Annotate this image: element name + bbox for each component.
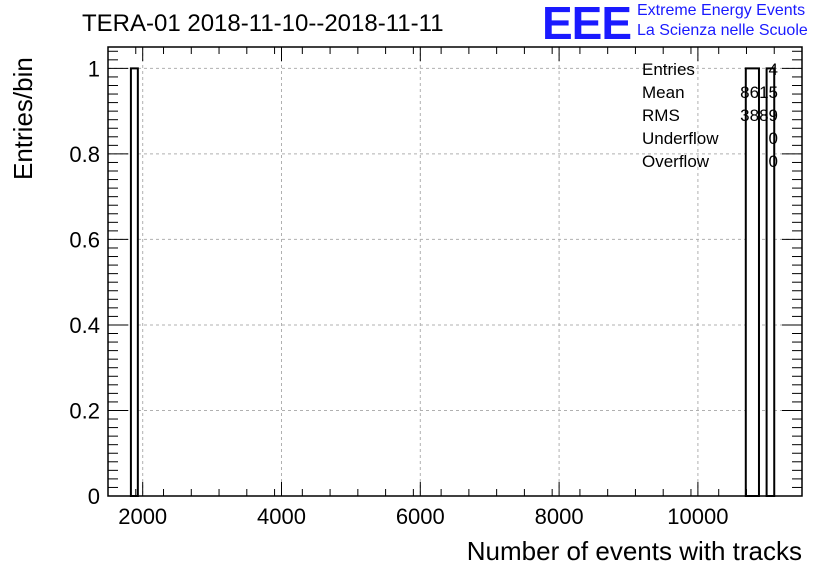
chart-title: TERA-01 2018-11-10--2018-11-11 [82, 10, 444, 37]
plot-frame [107, 46, 803, 497]
x-tick-label: 4000 [257, 504, 306, 529]
histogram-bar [744, 67, 760, 497]
y-tick-label: 0.6 [69, 227, 100, 252]
x-tick-label: 6000 [396, 504, 445, 529]
x-tick-label: 10000 [667, 504, 728, 529]
axis-tick-labels: 2000 4000 6000 8000 10000 0 0.2 0.4 0.6 0.8 1 [69, 56, 728, 529]
stat-rms-value: 3889 [740, 106, 778, 125]
axis-ticks [107, 47, 803, 497]
stat-mean-value: 8615 [740, 83, 778, 102]
x-tick-label: 2000 [118, 504, 167, 529]
stat-mean-label: Mean [642, 83, 685, 102]
stat-entries-value: 4 [768, 60, 778, 79]
stat-rms-label: RMS [642, 106, 680, 125]
x-axis-label: Number of events with tracks [466, 536, 802, 566]
y-axis-label: Entries/bin [8, 57, 38, 180]
y-tick-label: 0.8 [69, 142, 100, 167]
histogram-bar [129, 67, 139, 497]
x-tick-label: 8000 [535, 504, 584, 529]
stat-entries-label: Entries [642, 60, 695, 79]
logo-line-1: Extreme Energy Events [637, 2, 806, 19]
grid-lines [108, 47, 802, 496]
eee-logo-mark: EEE [542, 0, 632, 49]
y-tick-label: 0.2 [69, 398, 100, 423]
logo-line-2: La Scienza nelle Scuole [637, 22, 808, 39]
y-tick-label: 0 [88, 484, 100, 509]
stat-overflow-label: Overflow [642, 152, 710, 171]
stat-overflow-value: 0 [768, 152, 778, 171]
y-tick-label: 0.4 [69, 313, 100, 338]
stat-underflow-value: 0 [768, 129, 778, 148]
stat-underflow-label: Underflow [642, 129, 719, 148]
y-tick-label: 1 [88, 56, 100, 81]
